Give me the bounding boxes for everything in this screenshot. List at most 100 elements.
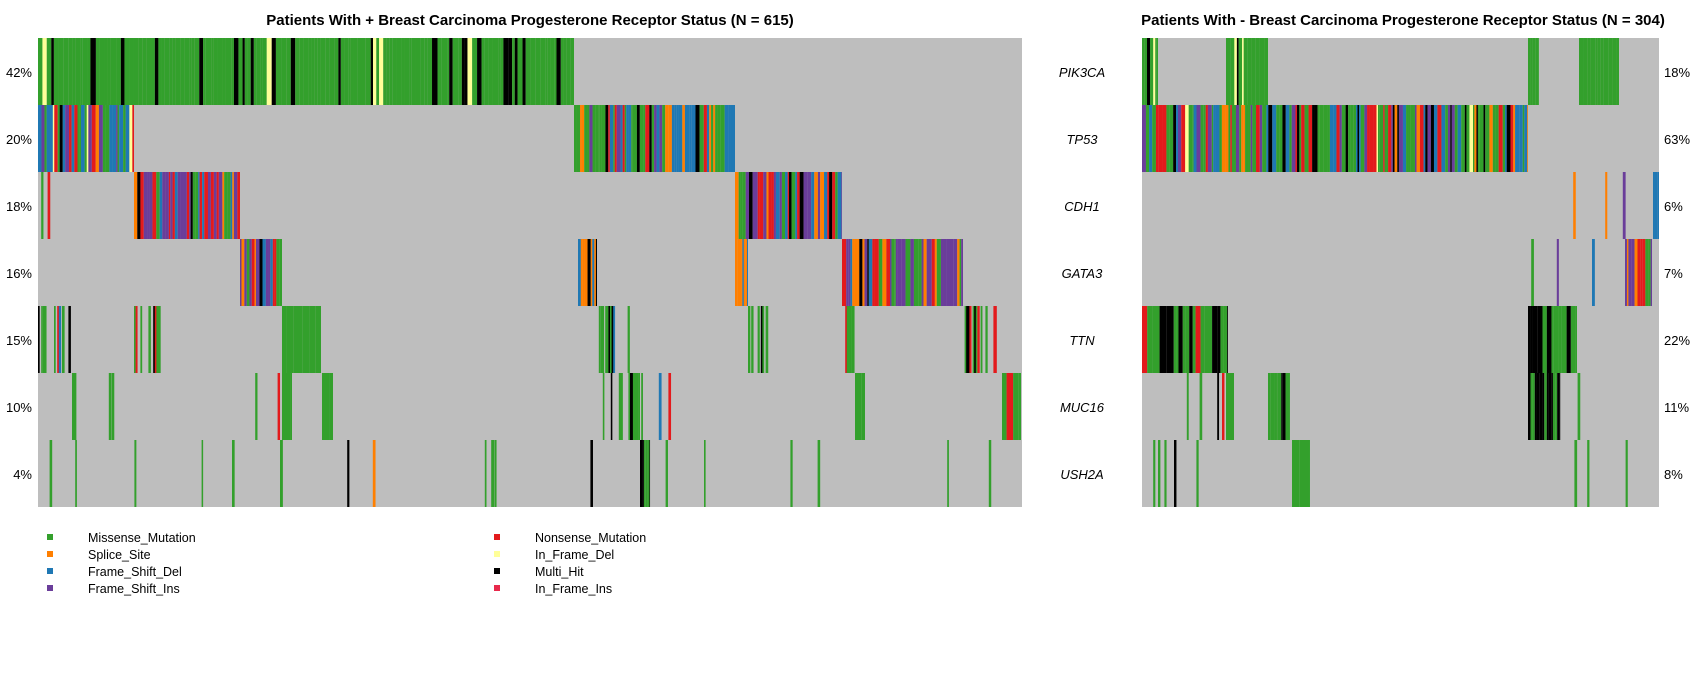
mutation-cell: [75, 38, 81, 105]
mutation-cell: [1542, 306, 1547, 373]
mutation-cell: [1522, 105, 1525, 172]
mutation-cell: [472, 38, 478, 105]
legend-swatch-nonsense: [494, 534, 500, 540]
mutation-cell: [632, 373, 639, 440]
mutation-cell: [728, 105, 731, 172]
mutation-cell: [1394, 105, 1398, 172]
mutation-cell: [535, 38, 541, 105]
mutation-cell: [1587, 440, 1590, 507]
mutation-cell: [628, 105, 632, 172]
mutation-cell: [190, 172, 193, 239]
mutation-cell: [1506, 105, 1511, 172]
mutation-cell: [656, 105, 660, 172]
mutation-cell: [1182, 306, 1186, 373]
mutation-cell: [632, 105, 637, 172]
mutation-cell: [1524, 105, 1528, 172]
mutation-cell: [1532, 38, 1536, 105]
mutation-cell: [1537, 306, 1543, 373]
mutation-cell: [134, 172, 138, 239]
mutation-cell: [116, 105, 118, 172]
mutation-cell: [1219, 105, 1222, 172]
mutation-cell: [256, 38, 261, 105]
mutation-cell: [1308, 105, 1313, 172]
mutation-cell: [1274, 373, 1277, 440]
mutation-cell: [262, 239, 266, 306]
mutation-cell: [740, 172, 743, 239]
mutation-cell: [807, 172, 812, 239]
mutation-cell: [934, 239, 937, 306]
mutation-cell: [846, 239, 849, 306]
mutation-cell: [1376, 105, 1378, 172]
mutation-cell: [1243, 38, 1248, 105]
mutation-cell: [760, 306, 764, 373]
mutation-cell: [42, 38, 47, 105]
mutation-cell: [752, 172, 756, 239]
mutation-cell: [706, 105, 710, 172]
mutation-cell: [1299, 105, 1302, 172]
mutation-cell: [724, 105, 729, 172]
mutation-cell: [268, 239, 271, 306]
mutation-cell: [959, 239, 962, 306]
mutation-cell: [1333, 105, 1337, 172]
mutation-cell: [153, 306, 156, 373]
legend-swatch-in-frame-ins: [494, 585, 500, 591]
mutation-cell: [224, 172, 228, 239]
mutation-cell: [308, 38, 312, 105]
mutation-cell: [665, 105, 669, 172]
mutation-cell: [1156, 38, 1158, 105]
mutation-cell: [52, 105, 55, 172]
mutation-cell: [966, 306, 969, 373]
mutation-cell: [582, 239, 585, 306]
mutation-cell: [46, 38, 52, 105]
left-pct-label: 15%: [6, 333, 32, 348]
mutation-cell: [560, 38, 564, 105]
mutation-cell: [1416, 105, 1420, 172]
right-pct-label: 18%: [1664, 65, 1690, 80]
mutation-cell: [578, 239, 581, 306]
mutation-cell: [1268, 105, 1273, 172]
mutation-cell: [1227, 306, 1228, 373]
right-oncoplot: Patients With - Breast Carcinoma Progest…: [1141, 12, 1690, 507]
right-pct-label: 6%: [1664, 199, 1683, 214]
mutation-cell: [1222, 373, 1225, 440]
mutation-cell: [1002, 373, 1007, 440]
mutation-cell: [1301, 105, 1305, 172]
mutation-cell: [218, 172, 223, 239]
mutation-cell: [1241, 105, 1244, 172]
mutation-cell: [587, 105, 590, 172]
mutation-cell: [1200, 105, 1204, 172]
mutation-cell: [974, 306, 977, 373]
mutation-cell: [211, 38, 214, 105]
mutation-cell: [276, 239, 280, 306]
mutation-cell: [152, 172, 157, 239]
mutation-cell: [1419, 105, 1424, 172]
mutation-cell: [748, 306, 751, 373]
mutation-cell: [237, 172, 240, 239]
mutation-cell: [492, 38, 499, 105]
mutation-cell: [227, 172, 231, 239]
mutation-cell: [1225, 105, 1229, 172]
mutation-cell: [890, 239, 892, 306]
mutation-cell: [643, 105, 646, 172]
mutation-cell: [1489, 105, 1493, 172]
mutation-cell: [1177, 105, 1182, 172]
mutation-cell: [180, 172, 184, 239]
mutation-cell: [651, 105, 655, 172]
mutation-cell: [189, 38, 192, 105]
mutation-cell: [1528, 306, 1531, 373]
mutation-cell: [868, 239, 873, 306]
mutation-cell: [1530, 306, 1533, 373]
mutation-cell: [1192, 306, 1196, 373]
mutation-cell: [1528, 38, 1531, 105]
mutation-cell: [251, 239, 255, 306]
mutation-cell: [964, 306, 968, 373]
mutation-cell: [1575, 306, 1577, 373]
mutation-cell: [59, 105, 63, 172]
mutation-cell: [1616, 38, 1619, 105]
mutation-cell: [1150, 38, 1154, 105]
mutation-cell: [598, 105, 600, 172]
mutation-cell: [592, 105, 596, 172]
gene-label: GATA3: [1062, 266, 1103, 281]
mutation-cell: [1142, 38, 1145, 105]
mutation-cell: [522, 38, 526, 105]
